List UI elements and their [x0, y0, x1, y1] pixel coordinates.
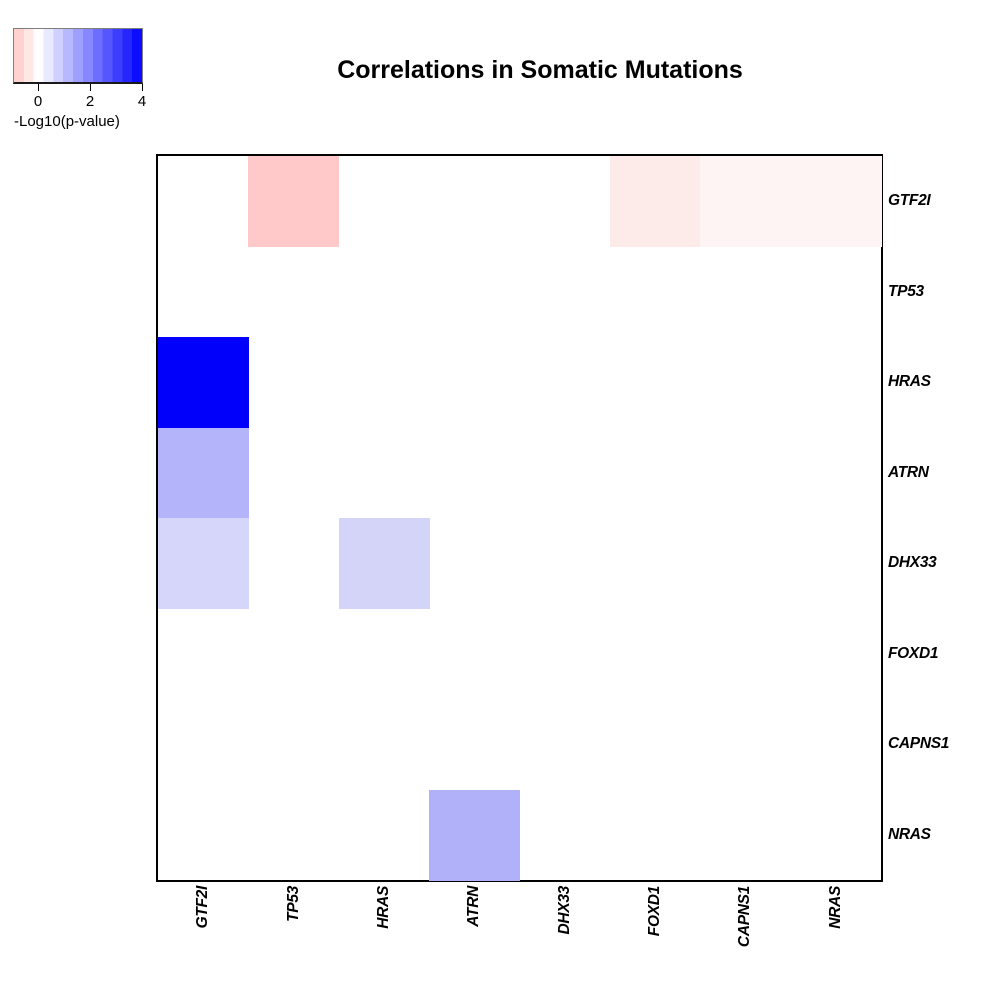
heatmap-cell-NRAS-ATRN — [429, 789, 520, 881]
colorbar-tick-label: 2 — [85, 93, 95, 110]
row-label-GTF2I: GTF2I — [888, 192, 931, 210]
row-label-CAPNS1: CAPNS1 — [888, 735, 950, 753]
row-label-DHX33: DHX33 — [888, 554, 937, 572]
row-label-FOXD1: FOXD1 — [888, 644, 939, 662]
col-label-ATRN: ATRN — [465, 886, 483, 927]
colorbar-label: -Log10(p-value) — [14, 113, 120, 130]
col-label-NRAS: NRAS — [826, 886, 844, 929]
row-label-NRAS: NRAS — [888, 825, 931, 843]
heatmap-cell-GTF2I-CAPNS1 — [700, 156, 792, 247]
col-label-CAPNS1: CAPNS1 — [736, 886, 754, 948]
row-label-TP53: TP53 — [888, 282, 924, 300]
colorbar-tick-label: 0 — [33, 93, 43, 110]
colorbar-tick-mark — [90, 84, 92, 91]
colorbar-gradient — [13, 28, 143, 84]
colorbar-tick-mark — [38, 84, 40, 91]
col-label-DHX33: DHX33 — [555, 886, 573, 935]
col-label-HRAS: HRAS — [374, 886, 392, 929]
heatmap-plot — [156, 154, 883, 882]
col-label-GTF2I: GTF2I — [194, 886, 212, 929]
chart-title: Correlations in Somatic Mutations — [337, 56, 743, 84]
row-label-HRAS: HRAS — [888, 373, 931, 391]
heatmap-cell-ATRN-GTF2I — [158, 427, 249, 519]
heatmap-cell-DHX33-HRAS — [338, 518, 430, 609]
colorbar-tick-mark — [141, 84, 143, 91]
col-label-FOXD1: FOXD1 — [646, 886, 664, 937]
heatmap-cell-GTF2I-TP53 — [248, 156, 340, 247]
colorbar-tick-label: 4 — [137, 93, 147, 110]
row-label-ATRN: ATRN — [888, 463, 929, 481]
heatmap-cell-GTF2I-FOXD1 — [609, 156, 701, 247]
heatmap-cell-HRAS-GTF2I — [158, 337, 249, 428]
heatmap-cell-GTF2I-NRAS — [790, 156, 882, 247]
col-label-TP53: TP53 — [284, 886, 302, 922]
heatmap-cell-DHX33-GTF2I — [158, 518, 249, 609]
